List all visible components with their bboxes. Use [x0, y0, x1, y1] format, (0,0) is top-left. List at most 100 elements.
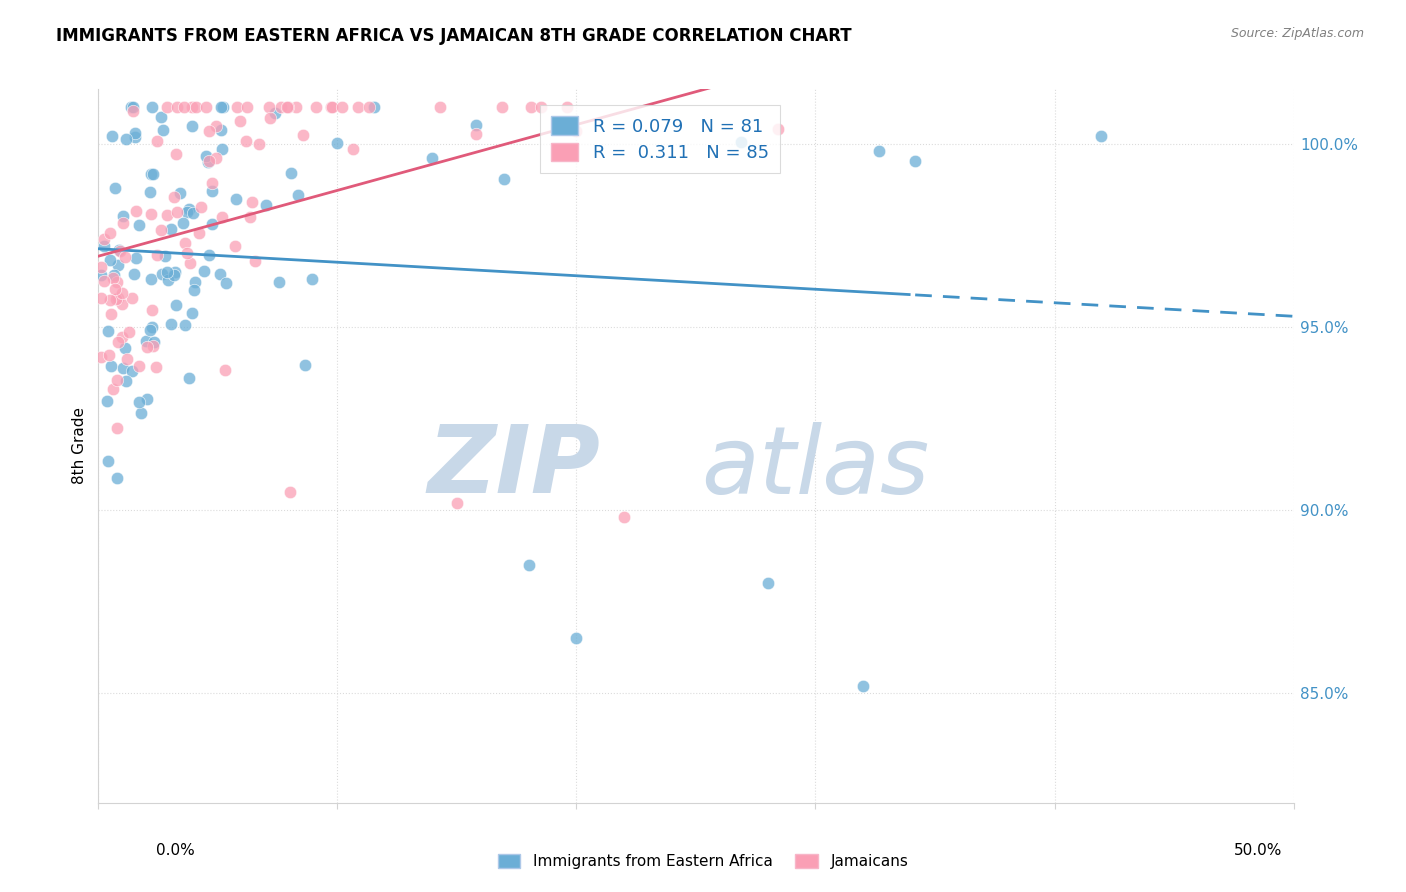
Point [139, 167, 162, 181]
Point [211, 142, 233, 156]
Point [98, 348, 121, 362]
Point [165, 147, 187, 161]
Point [198, 124, 221, 138]
Point [276, 101, 298, 115]
Y-axis label: 8th Grade: 8th Grade [72, 408, 87, 484]
Point [176, 245, 198, 260]
Point [115, 352, 138, 367]
Point [198, 154, 221, 169]
Point [166, 205, 188, 219]
Point [205, 119, 228, 133]
Point [107, 334, 129, 349]
Point [285, 101, 308, 115]
Point [1090, 128, 1112, 143]
Text: ZIP: ZIP [427, 421, 600, 514]
Point [236, 101, 259, 115]
Text: 50.0%: 50.0% [1234, 843, 1282, 858]
Point [122, 267, 145, 281]
Point [181, 306, 204, 320]
Point [100, 128, 122, 143]
Point [125, 251, 148, 265]
Text: 0.0%: 0.0% [156, 843, 195, 858]
Point [904, 153, 927, 168]
Point [184, 101, 207, 115]
Point [209, 101, 232, 115]
Point [141, 302, 163, 317]
Point [103, 271, 125, 285]
Point [163, 265, 186, 279]
Point [117, 325, 139, 339]
Point [105, 421, 128, 435]
Point [93, 275, 115, 289]
Point [163, 189, 186, 203]
Point [174, 236, 197, 251]
Point [97, 324, 120, 338]
Point [247, 137, 270, 152]
Point [173, 101, 195, 115]
Point [121, 104, 143, 119]
Point [111, 329, 134, 343]
Point [194, 149, 217, 163]
Point [198, 248, 221, 262]
Point [90, 291, 112, 305]
Point [359, 101, 381, 115]
Point [212, 101, 235, 115]
Point [108, 243, 131, 257]
Point [326, 136, 349, 150]
Point [225, 192, 247, 206]
Point [259, 112, 281, 126]
Point [124, 130, 146, 145]
Point [142, 339, 165, 353]
Point [613, 510, 636, 524]
Point [100, 307, 122, 321]
Point [125, 204, 148, 219]
Text: atlas: atlas [702, 422, 929, 513]
Point [93, 231, 115, 245]
Point [211, 210, 233, 224]
Point [124, 126, 146, 140]
Point [96, 394, 118, 409]
Point [278, 484, 301, 499]
Point [868, 145, 890, 159]
Point [520, 101, 543, 115]
Point [105, 276, 128, 290]
Point [122, 101, 145, 115]
Point [270, 101, 292, 115]
Point [142, 334, 165, 349]
Point [128, 395, 150, 409]
Point [111, 209, 134, 223]
Point [346, 101, 368, 115]
Point [188, 226, 211, 240]
Point [193, 264, 215, 278]
Point [166, 101, 188, 115]
Point [277, 101, 299, 115]
Point [239, 210, 262, 224]
Point [195, 101, 218, 115]
Point [342, 142, 364, 156]
Point [135, 334, 157, 348]
Point [179, 256, 201, 270]
Point [201, 176, 224, 190]
Point [111, 296, 134, 310]
Point [446, 496, 468, 510]
Point [100, 359, 122, 373]
Point [294, 358, 316, 372]
Point [169, 186, 191, 200]
Point [235, 134, 257, 148]
Point [97, 454, 120, 468]
Point [112, 361, 135, 376]
Point [111, 285, 134, 300]
Point [269, 275, 291, 289]
Point [141, 101, 163, 115]
Point [115, 374, 138, 388]
Point [201, 217, 224, 231]
Point [363, 101, 385, 115]
Point [104, 282, 127, 296]
Point [104, 292, 127, 306]
Point [121, 291, 143, 305]
Point [319, 101, 342, 115]
Point [465, 118, 488, 132]
Point [145, 248, 167, 262]
Point [305, 101, 328, 115]
Point [131, 406, 153, 420]
